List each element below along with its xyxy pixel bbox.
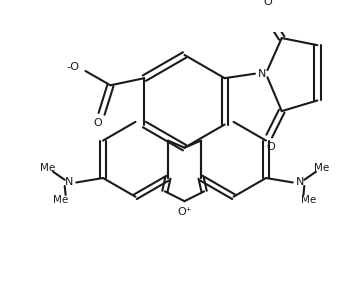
Text: Me: Me [53, 195, 68, 205]
Text: O⁺: O⁺ [177, 207, 192, 217]
Text: O: O [267, 142, 275, 152]
Text: N: N [258, 69, 266, 79]
Text: Me: Me [301, 195, 316, 205]
Text: Me: Me [314, 163, 329, 173]
Text: Me: Me [40, 163, 55, 173]
Text: N: N [65, 177, 73, 188]
Text: O: O [263, 0, 272, 7]
Text: -O: -O [66, 62, 79, 73]
Text: O: O [93, 118, 103, 128]
Text: N: N [296, 177, 304, 188]
